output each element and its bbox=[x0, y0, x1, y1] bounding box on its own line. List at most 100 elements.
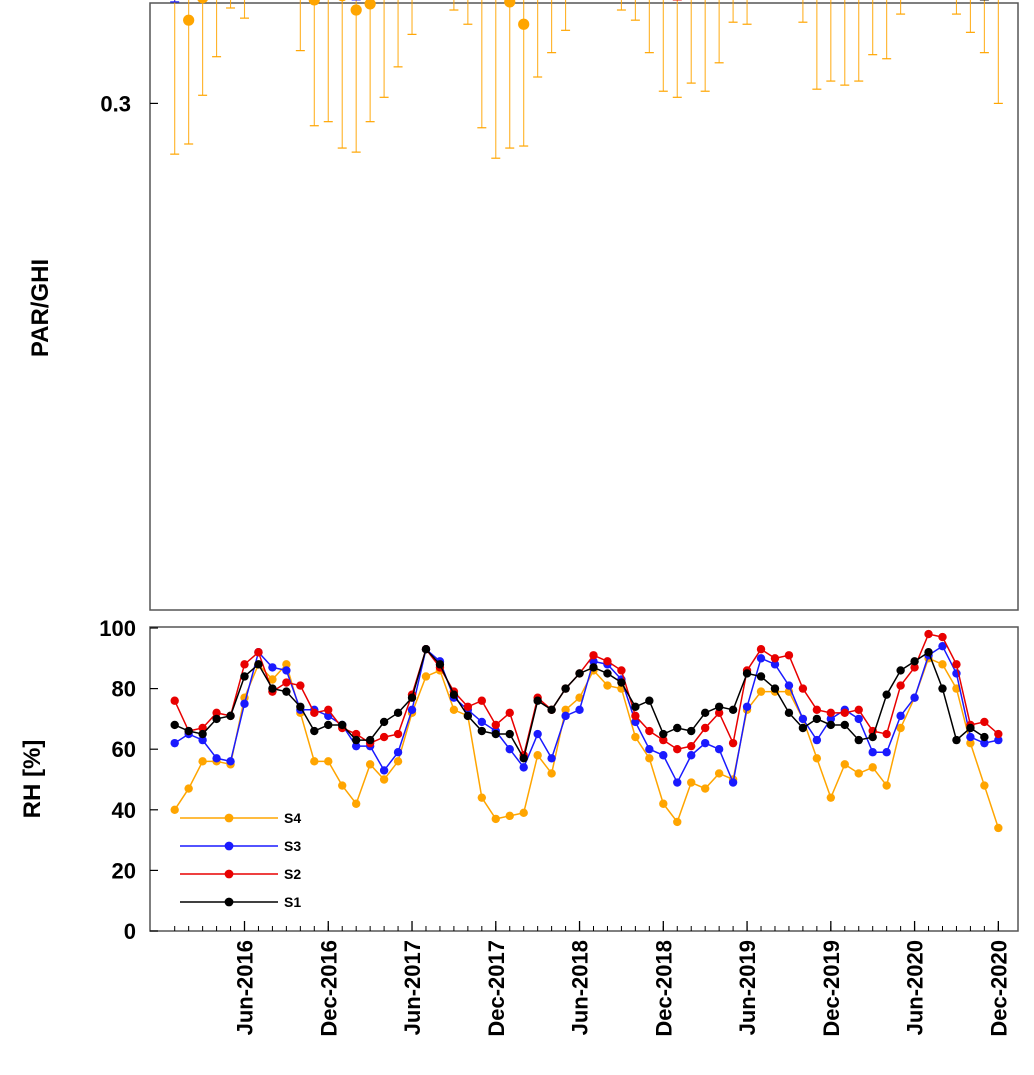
rh-point-s1 bbox=[742, 669, 752, 678]
rh-point-s2 bbox=[589, 651, 598, 660]
rh-point-s3 bbox=[826, 714, 836, 724]
rh-point-s3 bbox=[812, 735, 822, 745]
rh-point-s2 bbox=[952, 660, 961, 669]
rh-point-s2 bbox=[631, 711, 640, 721]
rh-x-tick-label: Dec-2019 bbox=[819, 940, 844, 1037]
rh-point-s1 bbox=[826, 720, 836, 730]
rh-point-s2 bbox=[687, 741, 696, 751]
rh-point-s4 bbox=[338, 781, 347, 790]
rh-point-s3 bbox=[659, 751, 668, 760]
par-ghi-points-s4 bbox=[183, 0, 530, 30]
par-ghi-point-s4 bbox=[197, 0, 208, 4]
rh-point-s4 bbox=[170, 805, 179, 814]
rh-point-s1 bbox=[952, 735, 961, 745]
rh-data-layer bbox=[170, 629, 1003, 833]
rh-point-s3 bbox=[966, 732, 975, 742]
rh-point-s2 bbox=[673, 745, 682, 754]
rh-y-axis: 0 20 40 60 80 100 bbox=[99, 616, 158, 944]
par-ghi-point-s4 bbox=[504, 0, 516, 8]
rh-point-s2 bbox=[728, 738, 738, 748]
rh-point-s1 bbox=[435, 660, 445, 669]
rh-point-s4 bbox=[700, 784, 710, 793]
rh-point-s2 bbox=[826, 708, 836, 718]
rh-point-s4 bbox=[966, 738, 975, 748]
rh-point-s1 bbox=[282, 687, 291, 696]
rh-point-s1 bbox=[561, 684, 570, 693]
legend-marker bbox=[224, 813, 234, 823]
rh-point-s3 bbox=[980, 738, 989, 748]
rh-point-s3 bbox=[240, 699, 249, 708]
rh-point-s2 bbox=[854, 705, 863, 715]
rh-point-s2 bbox=[505, 708, 514, 718]
rh-plot-frame bbox=[149, 626, 1019, 932]
rh-point-s3 bbox=[645, 745, 654, 754]
rh-point-s1 bbox=[212, 714, 221, 724]
rh-point-s1 bbox=[198, 729, 207, 739]
rh-point-s1 bbox=[268, 684, 277, 693]
rh-point-s4 bbox=[575, 693, 584, 702]
rh-point-s2 bbox=[756, 645, 766, 654]
legend-item-s4: S4 bbox=[180, 810, 301, 826]
rh-line-s1 bbox=[174, 647, 985, 761]
rh-point-s4 bbox=[184, 784, 193, 793]
rh-y-tick-label: 40 bbox=[112, 798, 136, 823]
rh-point-s4 bbox=[687, 778, 696, 787]
rh-point-s4 bbox=[938, 660, 947, 669]
rh-point-s3 bbox=[868, 748, 877, 757]
rh-point-s4 bbox=[491, 814, 500, 824]
rh-point-s2 bbox=[603, 657, 612, 666]
rh-point-s4 bbox=[477, 793, 487, 802]
rh-point-s3 bbox=[379, 766, 389, 775]
rh-point-s1 bbox=[477, 726, 487, 736]
rh-point-s4 bbox=[282, 660, 291, 669]
rh-point-s1 bbox=[310, 726, 319, 736]
rh-point-s2 bbox=[924, 629, 933, 639]
rh-point-s1 bbox=[254, 660, 263, 669]
rh-point-s1 bbox=[714, 702, 724, 711]
rh-point-s4 bbox=[505, 811, 514, 821]
rh-point-s1 bbox=[910, 657, 919, 666]
rh-point-s3 bbox=[351, 741, 361, 751]
legend-label: S2 bbox=[284, 866, 301, 882]
rh-point-s4 bbox=[840, 760, 849, 769]
rh-y-tick-label: 100 bbox=[99, 616, 136, 641]
rh-point-s2 bbox=[351, 729, 361, 739]
rh-point-s3 bbox=[994, 735, 1003, 745]
rh-point-s2 bbox=[310, 708, 319, 718]
rh-point-s4 bbox=[268, 675, 277, 684]
rh-point-s2 bbox=[812, 705, 822, 715]
rh-y-tick-label: 60 bbox=[112, 737, 136, 762]
rh-point-s4 bbox=[896, 723, 905, 733]
rh-point-s4 bbox=[994, 823, 1003, 833]
rh-point-s2 bbox=[491, 720, 500, 730]
rh-point-s1 bbox=[798, 723, 808, 733]
rh-x-tick-label: Dec-2020 bbox=[986, 940, 1011, 1037]
rh-point-s3 bbox=[728, 778, 738, 787]
rh-point-s4 bbox=[310, 757, 319, 766]
rh-point-s2 bbox=[198, 723, 207, 733]
rh-point-s3 bbox=[533, 729, 542, 739]
rh-point-s3 bbox=[170, 738, 179, 748]
rh-point-s3 bbox=[896, 711, 905, 721]
rh-point-s1 bbox=[700, 708, 710, 718]
rh-y-tick-label: 20 bbox=[112, 858, 136, 883]
rh-point-s4 bbox=[659, 799, 668, 808]
rh-point-s3 bbox=[770, 660, 780, 669]
rh-point-s2 bbox=[840, 708, 849, 718]
rh-point-s3 bbox=[714, 745, 724, 754]
rh-point-s1 bbox=[784, 708, 794, 718]
rh-point-s3 bbox=[687, 751, 696, 760]
rh-point-s3 bbox=[393, 748, 403, 757]
legend-marker bbox=[224, 841, 234, 851]
par-ghi-point-s4 bbox=[364, 0, 376, 10]
rh-point-s1 bbox=[463, 711, 473, 721]
par-ghi-y-tick-label: 0.3 bbox=[100, 91, 131, 116]
rh-point-s1 bbox=[882, 690, 891, 699]
rh-point-s4 bbox=[379, 775, 389, 784]
rh-point-s2 bbox=[659, 735, 668, 745]
rh-x-tick-label: Jun-2020 bbox=[903, 940, 928, 1035]
rh-point-s1 bbox=[449, 690, 459, 699]
rh-point-s3 bbox=[198, 735, 207, 745]
